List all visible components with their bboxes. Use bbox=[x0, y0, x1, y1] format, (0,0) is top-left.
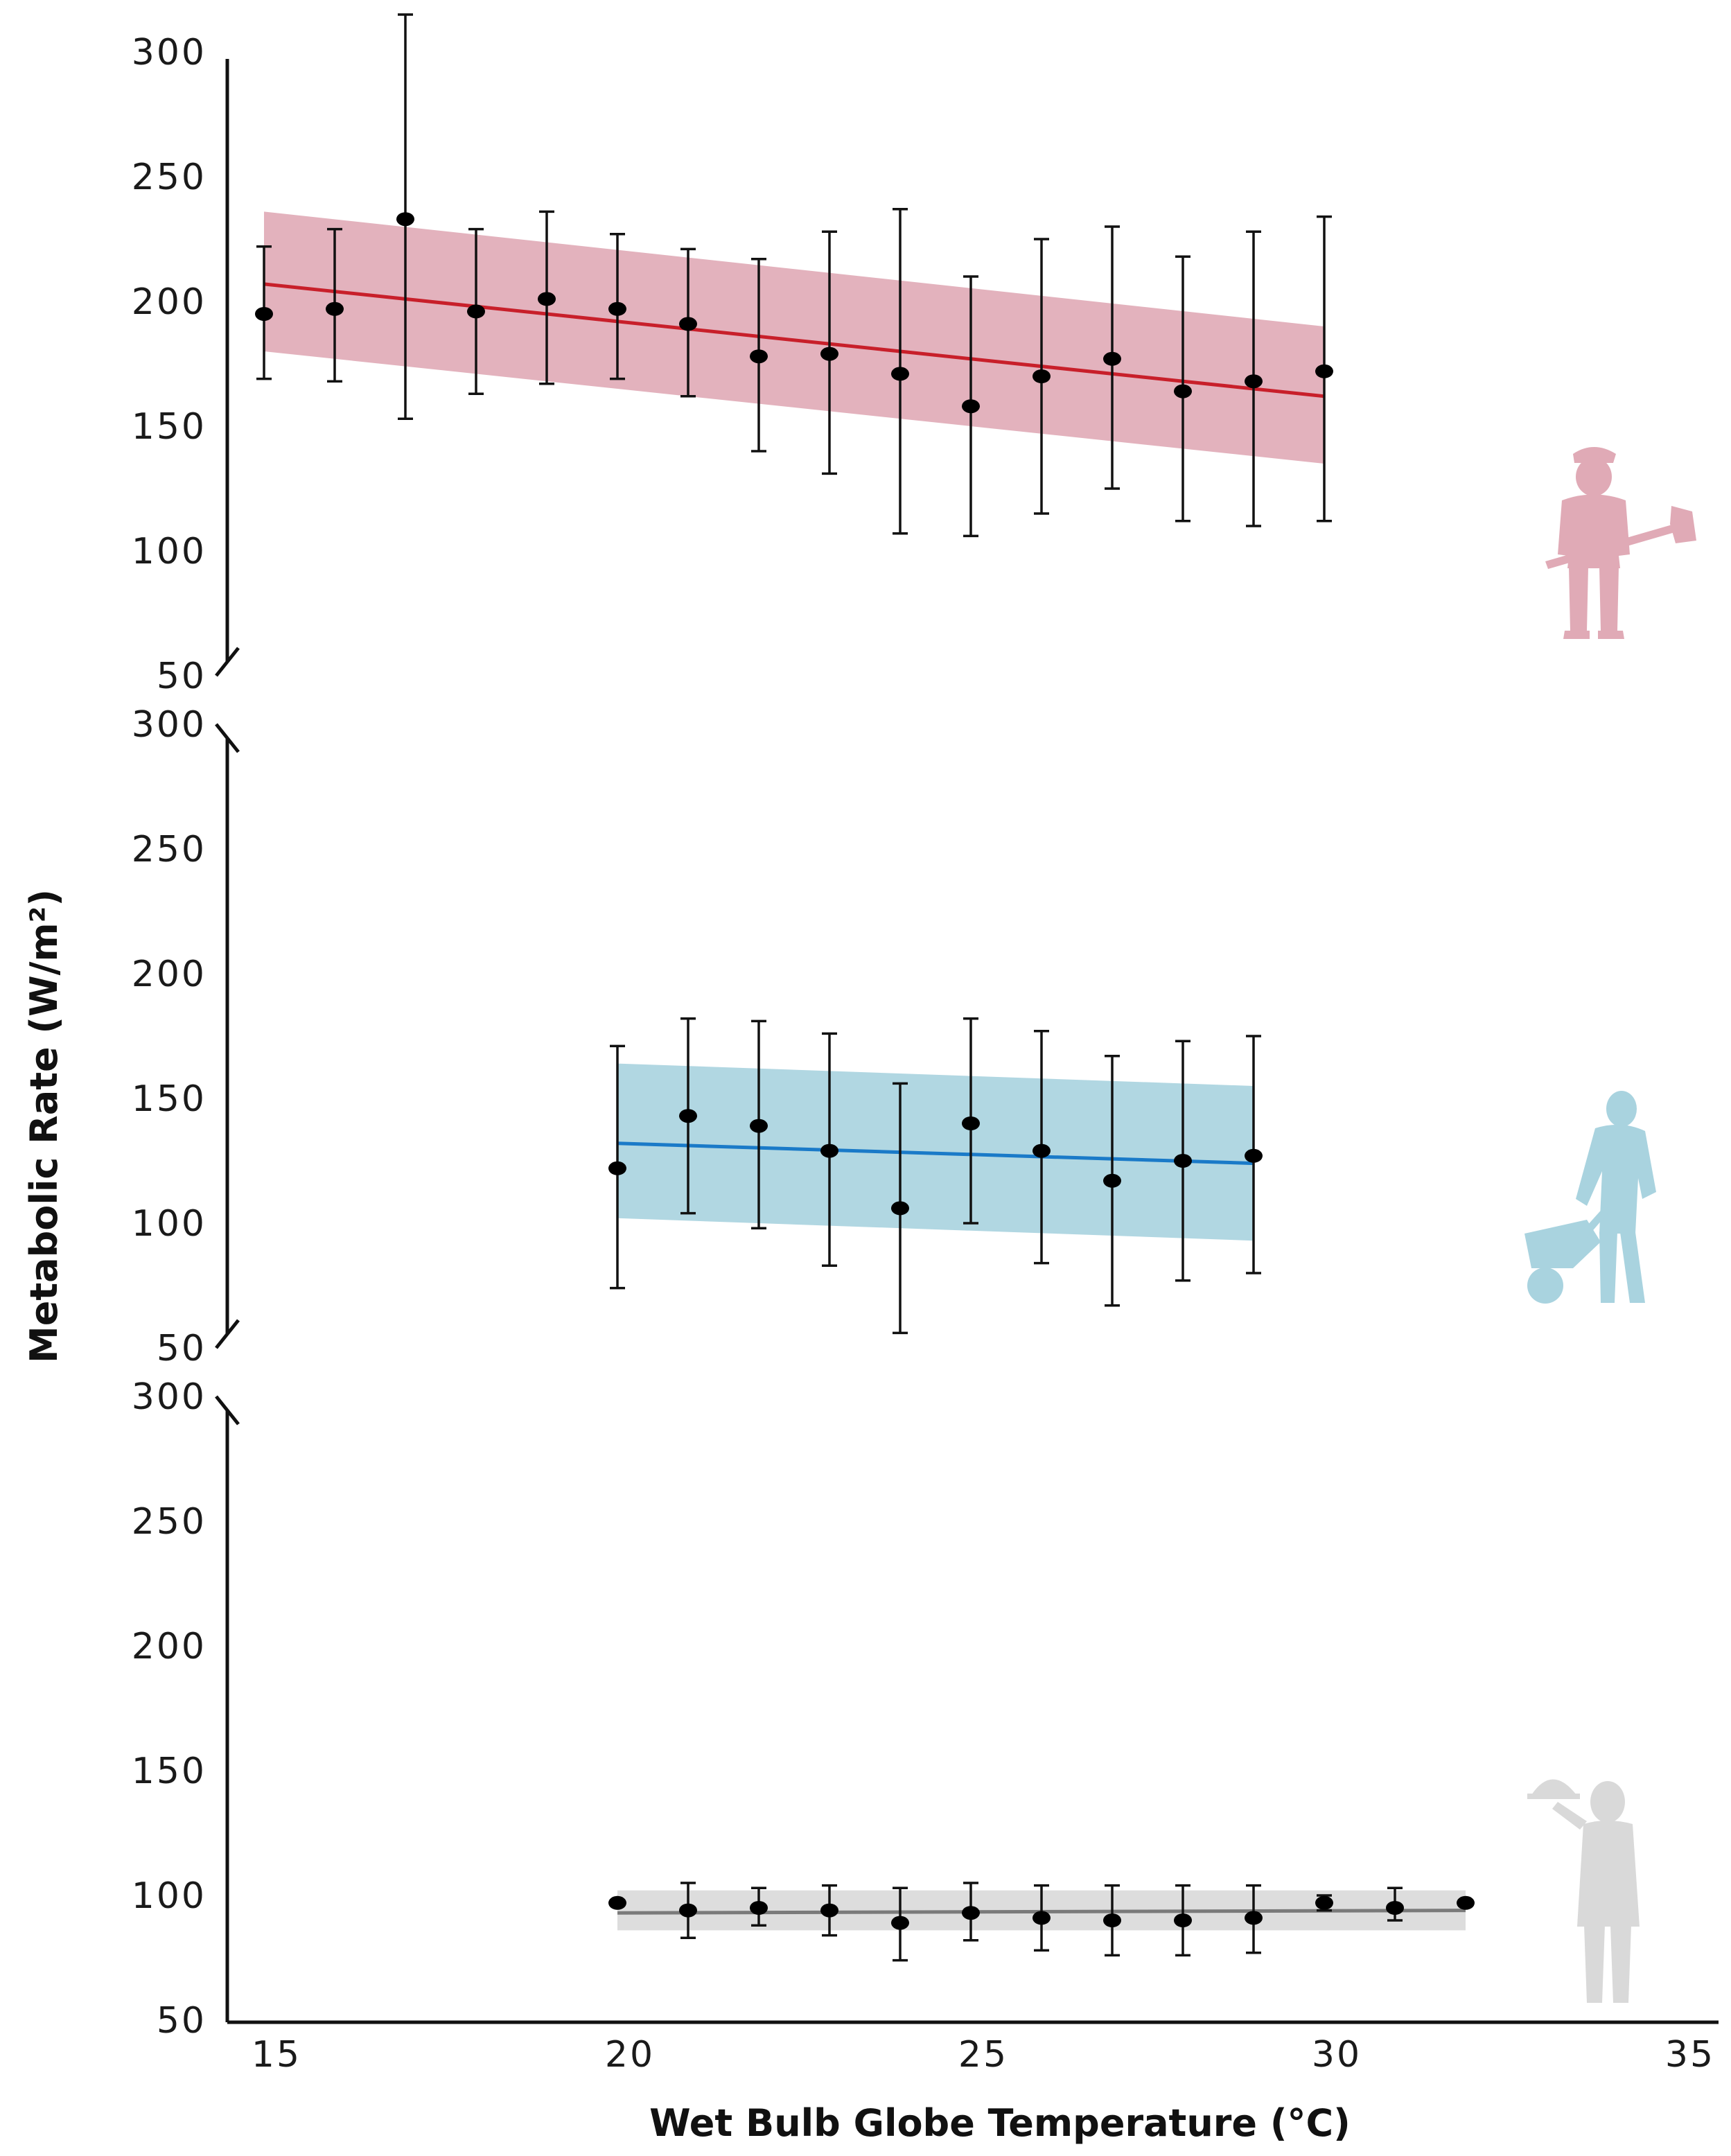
y-tick-label: 50 bbox=[157, 2000, 207, 2042]
x-axis-title: Wet Bulb Globe Temperature (°C) bbox=[649, 2101, 1351, 2145]
y-tick-label: 200 bbox=[132, 281, 207, 323]
shovel-handle-shape bbox=[1545, 523, 1680, 569]
y-tick-label: 300 bbox=[132, 1376, 207, 1418]
data-point bbox=[326, 301, 344, 316]
y-tick-label: 300 bbox=[132, 32, 207, 73]
arm-shape bbox=[1552, 1802, 1587, 1830]
data-point bbox=[679, 317, 697, 331]
regression-line-2 bbox=[617, 1141, 1254, 1166]
data-point bbox=[1457, 1895, 1475, 1910]
tray-shape bbox=[1527, 1794, 1580, 1799]
data-point bbox=[1245, 1148, 1263, 1163]
torso-shape bbox=[1576, 1124, 1656, 1234]
hat-shape bbox=[1573, 447, 1616, 463]
axis-break-mark bbox=[215, 1395, 240, 1426]
head-shape bbox=[1606, 1091, 1637, 1127]
x-tick-label: 25 bbox=[958, 2034, 1008, 2076]
y-tick-label: 150 bbox=[132, 1078, 207, 1120]
x-tick-label: 15 bbox=[252, 2034, 301, 2076]
data-point bbox=[608, 1161, 626, 1175]
shovel-blade-shape bbox=[1670, 506, 1696, 543]
axis-break-mark bbox=[215, 647, 240, 677]
data-point bbox=[396, 212, 414, 227]
worker-with-wheelbarrow-icon bbox=[1524, 1091, 1656, 1304]
y-tick-label: 300 bbox=[132, 704, 207, 746]
data-point bbox=[1174, 1913, 1192, 1927]
worker-icons bbox=[1524, 447, 1696, 2003]
data-point bbox=[1033, 1143, 1051, 1158]
data-point bbox=[1103, 1173, 1121, 1188]
data-point bbox=[891, 1916, 909, 1930]
head-shape bbox=[1576, 457, 1612, 496]
data-point bbox=[820, 347, 838, 361]
cloche-shape bbox=[1531, 1779, 1576, 1795]
y-tick-label: 100 bbox=[132, 1875, 207, 1917]
worker-with-shovel-icon bbox=[1545, 447, 1696, 639]
data-point bbox=[1386, 1901, 1404, 1915]
y-tick-label: 150 bbox=[132, 1751, 207, 1792]
tick-labels: 50 100 150 200 250 300 50 100 150 200 250 300 50 100 1… bbox=[132, 32, 1715, 2076]
x-tick-label: 30 bbox=[1312, 2034, 1362, 2076]
data-points bbox=[255, 212, 1475, 1930]
y-tick-label: 150 bbox=[132, 406, 207, 448]
y-tick-label: 50 bbox=[157, 656, 207, 697]
y-tick-label: 100 bbox=[132, 531, 207, 572]
head-shape bbox=[1590, 1781, 1625, 1823]
data-point bbox=[1315, 364, 1333, 378]
y-tick-label: 250 bbox=[132, 157, 207, 198]
y-tick-label: 200 bbox=[132, 1626, 207, 1667]
data-point bbox=[1245, 1911, 1263, 1925]
data-point bbox=[891, 1201, 909, 1216]
data-point bbox=[1033, 369, 1051, 383]
legs-shape bbox=[1569, 567, 1619, 631]
data-point bbox=[1103, 1913, 1121, 1927]
data-point bbox=[962, 1906, 980, 1920]
data-point bbox=[1245, 374, 1263, 389]
boots-shape bbox=[1563, 631, 1624, 639]
data-point bbox=[467, 304, 485, 319]
data-point bbox=[820, 1903, 838, 1918]
regression-line-1 bbox=[263, 282, 1325, 398]
data-point bbox=[1174, 384, 1192, 398]
waiter-with-tray-icon bbox=[1527, 1779, 1640, 2003]
legs-shape bbox=[1584, 1925, 1631, 2003]
data-point bbox=[750, 349, 768, 364]
wheelbarrow-handle-shape bbox=[1580, 1206, 1610, 1239]
x-tick-label: 35 bbox=[1665, 2034, 1715, 2076]
data-point bbox=[962, 399, 980, 414]
data-point bbox=[608, 1895, 626, 1910]
axis-break-mark bbox=[215, 1319, 240, 1349]
y-tick-label: 200 bbox=[132, 954, 207, 995]
data-point bbox=[608, 301, 626, 316]
y-tick-label: 100 bbox=[132, 1203, 207, 1245]
data-point bbox=[679, 1903, 697, 1918]
x-tick-label: 20 bbox=[605, 2034, 655, 2076]
data-point bbox=[1315, 1895, 1333, 1910]
confidence-bands bbox=[264, 211, 1466, 1931]
data-point bbox=[1174, 1154, 1192, 1168]
data-point bbox=[750, 1119, 768, 1133]
data-point bbox=[891, 367, 909, 381]
data-point bbox=[820, 1143, 838, 1158]
data-point bbox=[962, 1116, 980, 1130]
y-tick-label: 250 bbox=[132, 1501, 207, 1543]
data-point bbox=[679, 1109, 697, 1123]
torso-shape bbox=[1577, 1821, 1640, 1927]
data-point bbox=[538, 292, 556, 306]
axis-break-mark bbox=[215, 723, 240, 753]
data-point bbox=[1103, 351, 1121, 366]
data-point bbox=[750, 1901, 768, 1915]
data-point bbox=[255, 307, 273, 321]
legs-shape bbox=[1599, 1232, 1645, 1303]
axes bbox=[215, 59, 1719, 2024]
y-tick-label: 50 bbox=[157, 1328, 207, 1369]
data-point bbox=[1033, 1911, 1051, 1925]
confidence-band-1 bbox=[264, 211, 1324, 464]
y-axis-title: Metabolic Rate (W/m²) bbox=[22, 889, 66, 1363]
y-tick-label: 250 bbox=[132, 829, 207, 870]
wheelbarrow-wheel-shape bbox=[1527, 1268, 1563, 1304]
